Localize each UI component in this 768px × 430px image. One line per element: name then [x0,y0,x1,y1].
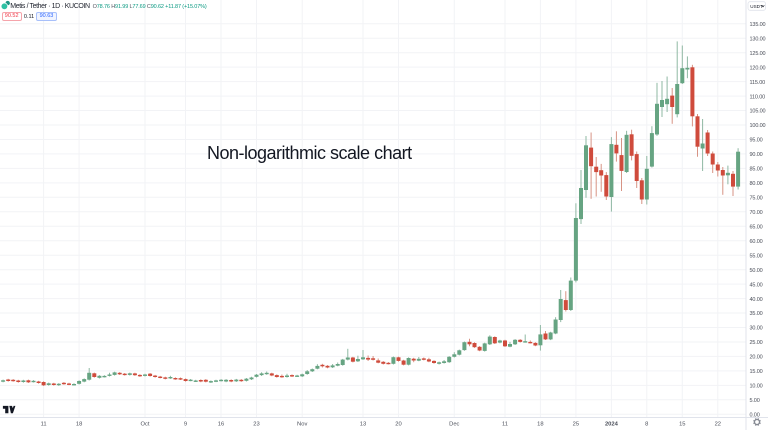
svg-text:35.00: 35.00 [750,311,763,317]
svg-text:120.00: 120.00 [750,65,766,71]
svg-text:105.00: 105.00 [750,109,766,115]
svg-text:60.00: 60.00 [750,239,763,245]
svg-text:100.00: 100.00 [750,123,766,129]
svg-text:70.00: 70.00 [750,210,763,216]
svg-text:110.00: 110.00 [750,94,766,100]
svg-text:2024: 2024 [605,422,619,428]
svg-text:125.00: 125.00 [750,51,766,57]
svg-text:13: 13 [360,422,366,428]
svg-text:16: 16 [218,422,224,428]
svg-text:8: 8 [645,422,648,428]
svg-text:9: 9 [184,422,187,428]
svg-text:Oct: Oct [140,422,149,428]
svg-text:25: 25 [573,422,579,428]
svg-text:11: 11 [41,422,47,428]
svg-text:30.00: 30.00 [750,326,763,332]
svg-text:20.00: 20.00 [750,355,763,361]
svg-text:25.00: 25.00 [750,340,763,346]
svg-text:50.00: 50.00 [750,268,763,274]
svg-text:55.00: 55.00 [750,253,763,259]
svg-text:15: 15 [679,422,685,428]
svg-text:20: 20 [395,422,401,428]
svg-text:135.00: 135.00 [750,22,766,28]
svg-text:10.00: 10.00 [750,384,763,390]
svg-text:23: 23 [253,422,259,428]
svg-text:5.00: 5.00 [750,398,760,404]
svg-text:80.00: 80.00 [750,181,763,187]
svg-text:75.00: 75.00 [750,196,763,202]
svg-text:Nov: Nov [297,422,307,428]
svg-text:65.00: 65.00 [750,225,763,231]
svg-text:15.00: 15.00 [750,369,763,375]
svg-text:0.00: 0.00 [750,413,760,419]
svg-text:18: 18 [537,422,543,428]
svg-text:45.00: 45.00 [750,282,763,288]
svg-text:95.00: 95.00 [750,138,763,144]
svg-text:115.00: 115.00 [750,80,766,86]
svg-text:Dec: Dec [449,422,459,428]
svg-text:85.00: 85.00 [750,167,763,173]
svg-text:USDT: USDT [750,4,763,9]
svg-text:40.00: 40.00 [750,297,763,303]
svg-text:22: 22 [715,422,721,428]
svg-text:11: 11 [502,422,508,428]
svg-text:90.00: 90.00 [750,152,763,158]
svg-text:130.00: 130.00 [750,36,766,42]
svg-text:18: 18 [76,422,82,428]
